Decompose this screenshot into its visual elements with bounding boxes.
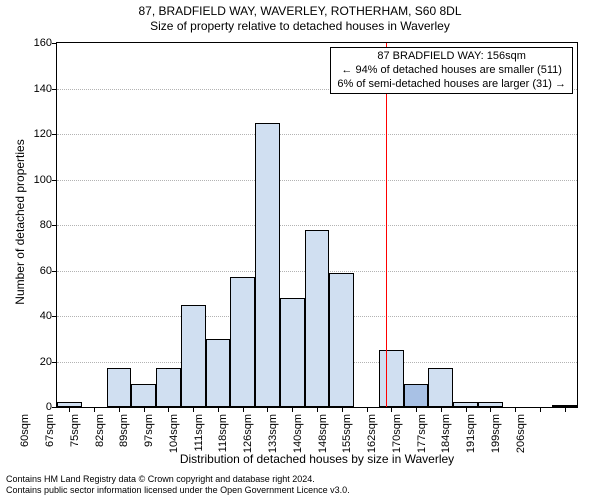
histogram-bar xyxy=(329,273,354,407)
y-tick-label: 60 xyxy=(12,265,52,277)
x-tick-label: 177sqm xyxy=(416,414,428,464)
histogram-bar xyxy=(206,339,231,407)
y-tick-mark xyxy=(52,225,56,226)
x-tick-label: 206sqm xyxy=(515,414,527,464)
histogram-bar xyxy=(305,230,330,407)
x-tick-mark xyxy=(168,408,169,412)
x-tick-mark xyxy=(540,408,541,412)
x-tick-label: 111sqm xyxy=(193,414,205,464)
y-tick-label: 140 xyxy=(12,83,52,95)
x-tick-mark xyxy=(94,408,95,412)
x-tick-label: 67sqm xyxy=(44,414,56,464)
x-tick-mark xyxy=(565,408,566,412)
y-tick-label: 20 xyxy=(12,356,52,368)
x-tick-mark xyxy=(218,408,219,412)
y-tick-mark xyxy=(52,43,56,44)
y-tick-mark xyxy=(52,271,56,272)
x-tick-mark xyxy=(342,408,343,412)
x-tick-label: 191sqm xyxy=(465,414,477,464)
x-tick-mark xyxy=(317,408,318,412)
y-tick-mark xyxy=(52,316,56,317)
footnote-line-1: Contains HM Land Registry data © Crown c… xyxy=(6,474,350,485)
info-line-2: ← 94% of detached houses are smaller (51… xyxy=(337,64,566,78)
y-tick-label: 160 xyxy=(12,37,52,49)
x-tick-label: 60sqm xyxy=(19,414,31,464)
histogram-bar xyxy=(428,368,453,407)
histogram-bar xyxy=(131,384,156,407)
info-line-3: 6% of semi-detached houses are larger (3… xyxy=(337,78,566,92)
x-tick-label: 170sqm xyxy=(391,414,403,464)
footnote: Contains HM Land Registry data © Crown c… xyxy=(6,474,350,496)
x-tick-label: 184sqm xyxy=(440,414,452,464)
x-tick-label: 126sqm xyxy=(242,414,254,464)
plot-area: 87 BRADFIELD WAY: 156sqm ← 94% of detach… xyxy=(56,42,578,408)
histogram-bar xyxy=(230,277,255,407)
x-tick-label: 162sqm xyxy=(366,414,378,464)
y-tick-label: 0 xyxy=(12,401,52,413)
y-tick-mark xyxy=(52,362,56,363)
gridline xyxy=(57,225,577,226)
x-tick-label: 82sqm xyxy=(94,414,106,464)
x-tick-mark xyxy=(441,408,442,412)
histogram-bar xyxy=(478,402,503,407)
info-line-1: 87 BRADFIELD WAY: 156sqm xyxy=(337,50,566,64)
x-tick-mark xyxy=(490,408,491,412)
x-tick-mark xyxy=(391,408,392,412)
x-tick-label: 148sqm xyxy=(317,414,329,464)
x-tick-label: 155sqm xyxy=(341,414,353,464)
x-tick-mark xyxy=(243,408,244,412)
x-tick-label: 75sqm xyxy=(69,414,81,464)
y-tick-label: 120 xyxy=(12,128,52,140)
x-tick-mark xyxy=(119,408,120,412)
x-tick-label: 104sqm xyxy=(168,414,180,464)
y-tick-mark xyxy=(52,407,56,408)
x-tick-mark xyxy=(292,408,293,412)
y-tick-mark xyxy=(52,89,56,90)
x-tick-mark xyxy=(466,408,467,412)
x-tick-mark xyxy=(144,408,145,412)
gridline xyxy=(57,180,577,181)
x-tick-mark xyxy=(69,408,70,412)
x-tick-label: 89sqm xyxy=(118,414,130,464)
y-tick-mark xyxy=(52,180,56,181)
footnote-line-2: Contains public sector information licen… xyxy=(6,485,350,496)
x-tick-mark xyxy=(193,408,194,412)
histogram-bar xyxy=(107,368,132,407)
histogram-bar xyxy=(453,402,478,407)
x-tick-label: 97sqm xyxy=(143,414,155,464)
chart-title: 87, BRADFIELD WAY, WAVERLEY, ROTHERHAM, … xyxy=(0,0,600,19)
y-tick-label: 100 xyxy=(12,174,52,186)
histogram-bar xyxy=(181,305,206,407)
y-tick-label: 40 xyxy=(12,310,52,322)
histogram-bar xyxy=(552,405,577,407)
x-tick-label: 133sqm xyxy=(267,414,279,464)
x-tick-label: 199sqm xyxy=(490,414,502,464)
x-tick-mark xyxy=(267,408,268,412)
x-tick-mark xyxy=(515,408,516,412)
x-tick-mark xyxy=(416,408,417,412)
histogram-bar xyxy=(404,384,429,407)
reference-line xyxy=(386,43,387,407)
histogram-bar xyxy=(379,350,404,407)
x-tick-mark xyxy=(367,408,368,412)
info-box: 87 BRADFIELD WAY: 156sqm ← 94% of detach… xyxy=(330,47,573,94)
histogram-bar xyxy=(280,298,305,407)
x-tick-label: 140sqm xyxy=(292,414,304,464)
chart-subtitle: Size of property relative to detached ho… xyxy=(0,19,600,34)
y-tick-label: 80 xyxy=(12,219,52,231)
histogram-bar xyxy=(57,402,82,407)
gridline xyxy=(57,134,577,135)
x-tick-label: 118sqm xyxy=(217,414,229,464)
histogram-bar xyxy=(156,368,181,407)
histogram-bar xyxy=(255,123,280,407)
y-tick-mark xyxy=(52,134,56,135)
